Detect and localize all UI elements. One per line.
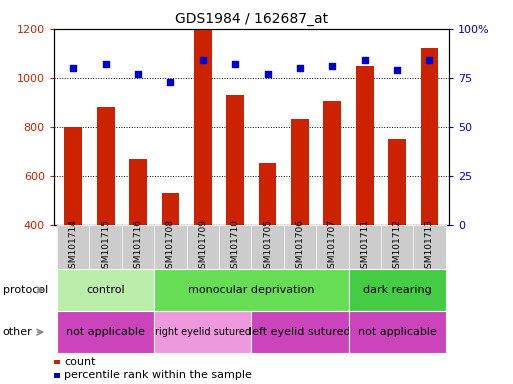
Point [134,71,142,77]
Text: count: count [64,357,95,367]
Point [102,61,110,67]
Text: GSM101706: GSM101706 [295,219,304,274]
Point [199,57,207,63]
Text: dark rearing: dark rearing [363,285,431,295]
Text: GSM101707: GSM101707 [328,219,337,274]
Text: GSM101714: GSM101714 [69,219,78,274]
Bar [421,48,438,323]
Bar [162,193,180,323]
Bar [388,139,406,323]
Text: GSM101709: GSM101709 [199,219,207,274]
Bar [291,119,309,323]
Text: protocol: protocol [3,285,48,295]
Text: right eyelid sutured: right eyelid sutured [155,327,251,337]
Text: GSM101710: GSM101710 [231,219,240,274]
Point [296,65,304,71]
Point [166,79,174,85]
Text: monocular deprivation: monocular deprivation [188,285,314,295]
Text: control: control [86,285,125,295]
Point [231,61,239,67]
Point [328,63,337,69]
Bar [356,66,373,323]
Text: GSM101716: GSM101716 [133,219,143,274]
Bar [65,127,82,323]
Text: not applicable: not applicable [66,327,145,337]
Text: GSM101715: GSM101715 [101,219,110,274]
Bar [194,29,212,323]
Text: left eyelid sutured: left eyelid sutured [249,327,351,337]
Bar [259,164,277,323]
Point [264,71,272,77]
Point [69,65,77,71]
Point [361,57,369,63]
Text: GSM101705: GSM101705 [263,219,272,274]
Text: GSM101712: GSM101712 [392,219,402,274]
Bar [54,359,60,364]
Text: GSM101713: GSM101713 [425,219,434,274]
Bar [323,101,341,323]
Text: not applicable: not applicable [358,327,437,337]
Point [425,57,433,63]
Text: other: other [3,327,32,337]
Text: GSM101711: GSM101711 [360,219,369,274]
Text: percentile rank within the sample: percentile rank within the sample [64,371,252,381]
Bar [97,107,114,323]
Bar [54,373,60,378]
Text: GSM101708: GSM101708 [166,219,175,274]
Title: GDS1984 / 162687_at: GDS1984 / 162687_at [175,12,328,26]
Bar [129,159,147,323]
Bar [226,95,244,323]
Point [393,67,401,73]
